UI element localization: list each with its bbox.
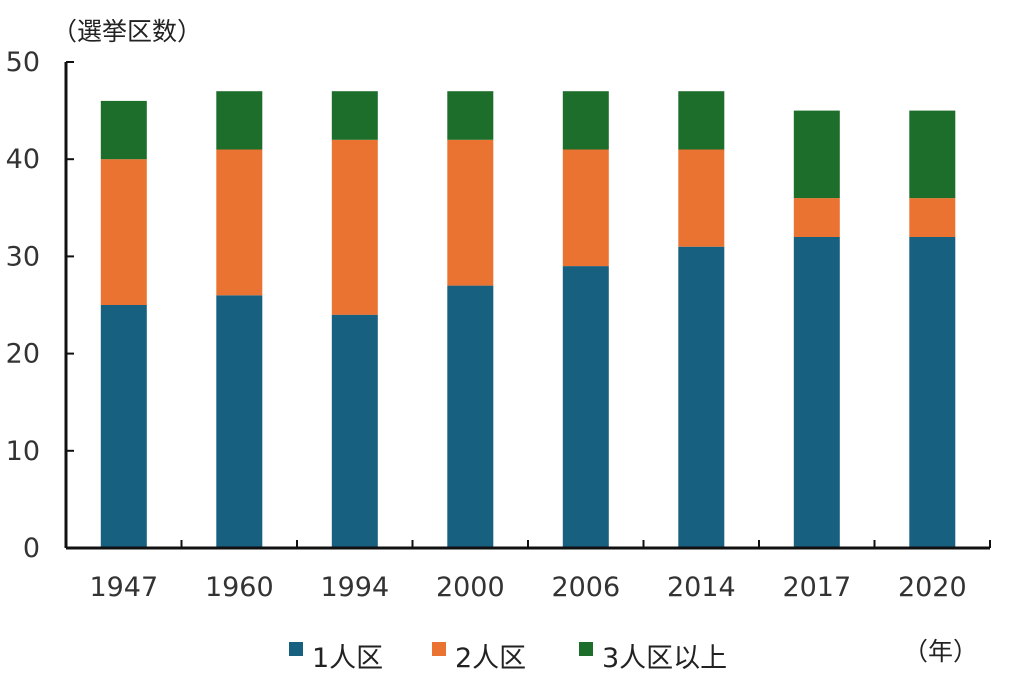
- x-tick-label: 2006: [551, 572, 620, 603]
- legend-swatch-series-1: [289, 642, 303, 656]
- bar-1994-series-3: [331, 91, 378, 140]
- plot-area: [100, 91, 956, 548]
- x-tick-label: 2020: [898, 572, 967, 603]
- x-unit-label: （年）: [903, 637, 978, 666]
- bar-2014-series-3: [678, 91, 725, 150]
- bar-1960-series-1: [216, 295, 263, 548]
- x-tick-label: 1994: [320, 572, 389, 603]
- bar-2000-series-3: [447, 91, 494, 140]
- y-unit-label: （選挙区数）: [52, 17, 202, 46]
- x-tick-label: 1960: [205, 572, 274, 603]
- bar-2000-series-2: [447, 139, 494, 286]
- legend-swatch-series-2: [432, 642, 446, 656]
- y-tick-label: 20: [6, 339, 40, 370]
- x-tick-label: 2000: [436, 572, 505, 603]
- bar-1960-series-2: [216, 149, 263, 296]
- y-tick-label: 0: [23, 533, 40, 564]
- bar-2006-series-3: [562, 91, 609, 150]
- x-tick-label: 1947: [89, 572, 158, 603]
- y-tick-label: 40: [6, 144, 40, 175]
- legend-label-series-2: 2人区: [455, 643, 526, 674]
- bar-2020-series-2: [909, 198, 956, 237]
- legend: 1人区 2人区 3人区以上: [289, 642, 727, 674]
- y-tick-label: 30: [6, 241, 40, 272]
- bar-2014-series-1: [678, 246, 725, 548]
- legend-label-series-1: 1人区: [312, 643, 383, 674]
- legend-swatch-series-3: [579, 642, 593, 656]
- bar-2017-series-1: [793, 237, 840, 548]
- bar-1960-series-3: [216, 91, 263, 150]
- bar-2006-series-2: [562, 149, 609, 267]
- bar-2020-series-1: [909, 237, 956, 548]
- bar-1994-series-1: [331, 314, 378, 548]
- bar-1947-series-2: [100, 159, 147, 305]
- bar-2000-series-1: [447, 285, 494, 548]
- bar-1994-series-2: [331, 139, 378, 315]
- bar-2017-series-3: [793, 110, 840, 199]
- y-tick-label: 50: [6, 47, 40, 78]
- x-tick-label: 2014: [667, 572, 736, 603]
- bar-2020-series-3: [909, 110, 956, 199]
- bar-2014-series-2: [678, 149, 725, 247]
- y-tick-label: 10: [6, 436, 40, 467]
- x-tick-label: 2017: [782, 572, 851, 603]
- bar-1947-series-1: [100, 305, 147, 548]
- bar-2017-series-2: [793, 198, 840, 237]
- legend-label-series-3: 3人区以上: [602, 643, 727, 674]
- axes: 1947 1960 1994 2000 2006 2014 2017 2020 0 10 20 30 4…: [6, 47, 991, 603]
- bar-1947-series-3: [100, 100, 147, 160]
- bar-2006-series-1: [562, 266, 609, 548]
